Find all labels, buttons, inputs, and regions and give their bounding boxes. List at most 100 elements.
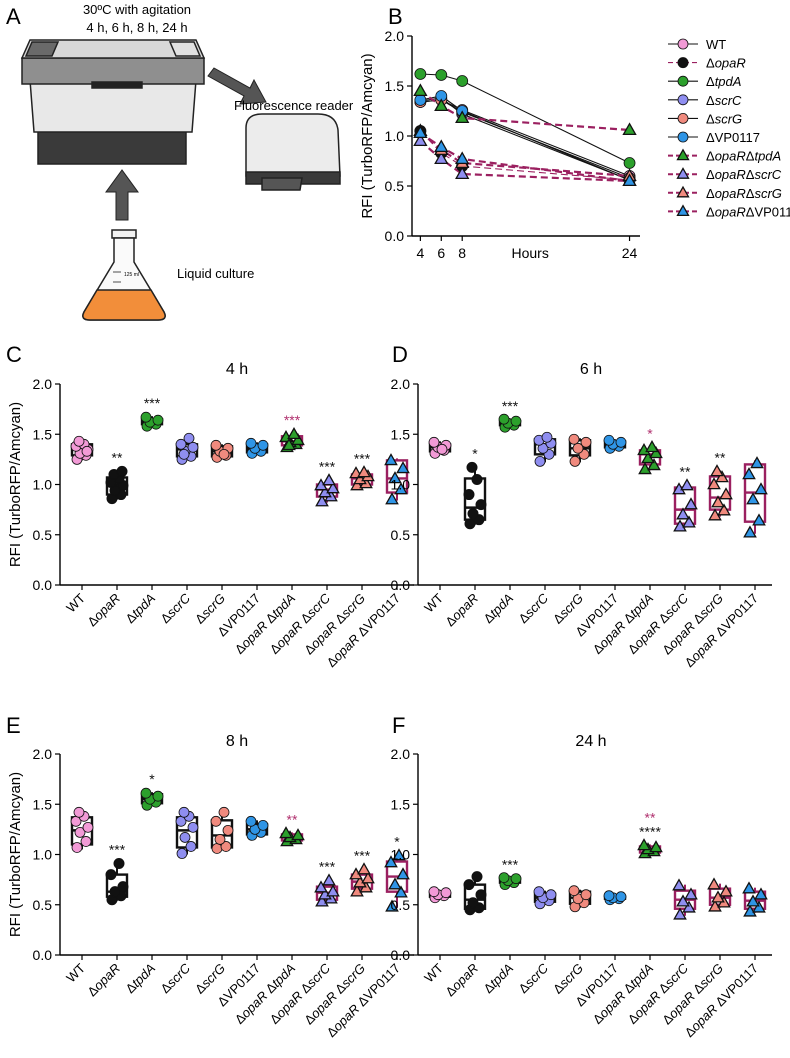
data-point	[357, 465, 371, 478]
x-tick-label: ΔscrC	[157, 960, 193, 996]
data-point	[684, 887, 698, 900]
data-point	[498, 413, 510, 425]
series-point	[456, 75, 469, 87]
series-line	[419, 130, 630, 181]
data-point	[394, 482, 408, 495]
y-tick-label: 2.0	[33, 746, 53, 762]
y-tick-label: 2.0	[33, 376, 53, 392]
significance-label: ***	[502, 398, 519, 414]
legend-entry-label: ΔopaR	[706, 56, 746, 71]
arrow-to-reader-icon	[207, 67, 267, 105]
y-tick-label: 0.5	[33, 897, 53, 913]
y-tick-label: 1.0	[33, 477, 53, 493]
box-chart-panel-e: 8 h 0.0 0.5 1.0 1.5 2.0 RFI (TurboRFP/Amcyan) W…	[7, 733, 414, 1040]
series-point	[622, 173, 637, 187]
y-tick-label: 0.5	[33, 527, 53, 543]
data-point	[175, 438, 187, 450]
chart-title: 24 h	[575, 733, 606, 750]
data-point	[572, 442, 584, 454]
x-tick-label: ΔscrC	[157, 590, 193, 626]
data-point	[743, 525, 757, 538]
erlenmeyer-flask-illustration	[82, 229, 166, 321]
data-point	[428, 886, 440, 898]
arrow-up-icon	[105, 169, 139, 221]
y-tick-label: 2.0	[391, 376, 411, 392]
x-tick-label: WT	[421, 960, 446, 985]
series-point	[455, 166, 470, 180]
line-chart-legend: WTΔopaRΔtpdAΔscrCΔscrGΔVP0117ΔopaRΔtpdAΔ…	[668, 37, 790, 219]
data-point	[187, 821, 199, 833]
schematic-panel: 30ºC with agitation 4 h, 6 h, 8 h, 24 h …	[20, 2, 354, 321]
data-point	[436, 443, 448, 455]
data-point	[707, 877, 721, 890]
significance-label: **	[645, 809, 656, 825]
data-point	[82, 821, 94, 833]
series-point	[455, 110, 470, 124]
data-point	[71, 842, 83, 853]
legend-entry-label: ΔopaRΔscrC	[706, 167, 782, 182]
x-tick-label: ΔtpdA	[480, 591, 516, 627]
legend-entry-label: ΔtpdA	[706, 74, 741, 89]
data-point	[649, 840, 663, 853]
data-point	[680, 478, 694, 491]
significance-label: ***	[354, 450, 371, 466]
data-point	[711, 495, 725, 508]
legend-marker	[677, 94, 689, 106]
line-chart-panel-b: 0.0 0.5 1.0 1.5 2.0 4 6 8 24 Hours RFI (TurboRFP/A…	[359, 28, 640, 261]
panel-label-c: C	[6, 342, 22, 367]
data-point	[715, 470, 729, 483]
significance-label: ***	[502, 857, 519, 873]
data-point	[257, 439, 269, 451]
y-tick-label: 0.0	[33, 577, 53, 593]
panel-label-b: B	[388, 4, 403, 29]
flask-marking: 125 ml	[124, 272, 139, 278]
legend-entry-label: WT	[706, 37, 726, 52]
data-point	[214, 834, 226, 845]
series-point	[414, 68, 427, 80]
x-tick-label: WT	[421, 590, 446, 615]
y-tick-label: 0.0	[391, 577, 411, 593]
x-tick-label: ΔtpdA	[122, 591, 158, 627]
significance-label: ****	[639, 823, 661, 839]
data-point	[116, 465, 128, 477]
data-point	[326, 884, 340, 897]
data-point	[392, 848, 406, 861]
data-point	[467, 508, 479, 520]
significance-label: **	[112, 449, 123, 465]
data-point	[746, 894, 760, 907]
data-point	[637, 838, 651, 851]
x-tick-label: ΔopaR	[442, 591, 481, 630]
data-point	[80, 836, 92, 847]
data-point	[140, 787, 152, 799]
series-point	[455, 151, 470, 165]
panel-label-f: F	[392, 713, 405, 738]
chart-title: 8 h	[226, 733, 248, 750]
data-point	[210, 815, 222, 827]
legend-entry-label: ΔVP0117	[706, 130, 760, 145]
panel-label-d: D	[392, 342, 408, 367]
data-point	[676, 894, 690, 907]
significance-label: ***	[354, 848, 371, 864]
data-point	[672, 878, 686, 891]
y-tick-label: 1.0	[385, 128, 405, 144]
data-point	[471, 871, 483, 883]
data-point	[187, 441, 199, 453]
data-point	[466, 461, 478, 473]
data-point	[673, 519, 687, 532]
data-point	[245, 437, 257, 449]
data-point	[178, 806, 190, 818]
data-point	[534, 455, 546, 467]
significance-label: ***	[319, 859, 336, 875]
box-chart-panel-c: 4 h 0.0 0.5 1.0 1.5 2.0 RFI (TurboRFP/Amcyan) W…	[7, 361, 414, 670]
legend-entry-label: ΔopaRΔscrG	[706, 186, 782, 201]
y-tick-label: 1.0	[33, 847, 53, 863]
significance-label: ***	[319, 458, 336, 474]
reader-label: Fluorescence reader	[234, 98, 354, 113]
y-axis-title: RFI (TurboRFP/Amcyan)	[7, 402, 24, 567]
data-point	[752, 513, 766, 526]
legend-marker	[677, 75, 689, 87]
data-point	[750, 456, 764, 469]
data-point	[440, 887, 452, 899]
x-tick-label: ΔscrC	[515, 960, 551, 996]
